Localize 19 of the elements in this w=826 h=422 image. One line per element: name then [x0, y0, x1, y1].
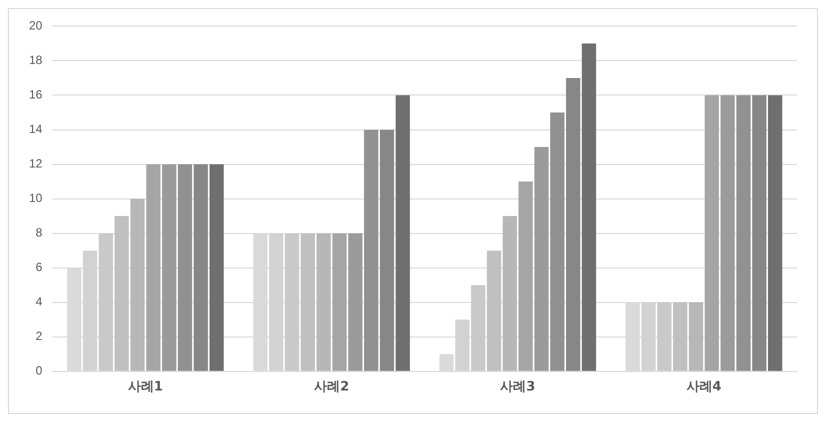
y-tick-label: 6	[36, 260, 43, 274]
y-tick-label: 20	[28, 18, 43, 33]
bar	[210, 164, 224, 371]
bar	[768, 95, 782, 371]
x-tick-label: 사례3	[500, 380, 536, 395]
y-tick-label: 0	[36, 364, 43, 378]
y-tick-label: 4	[36, 294, 43, 309]
y-tick-label: 2	[36, 329, 43, 344]
x-tick-label: 사례4	[686, 380, 722, 395]
y-tick-label: 10	[28, 191, 43, 206]
y-tick-label: 18	[28, 53, 43, 68]
y-tick-label: 14	[28, 122, 43, 136]
y-tick-label: 16	[28, 88, 43, 102]
x-tick-label: 사례1	[128, 380, 163, 395]
y-tick-label: 12	[28, 156, 43, 171]
bar	[582, 43, 596, 371]
x-tick-label: 사례2	[314, 380, 350, 395]
bar	[396, 95, 410, 371]
y-tick-label: 8	[36, 226, 43, 240]
